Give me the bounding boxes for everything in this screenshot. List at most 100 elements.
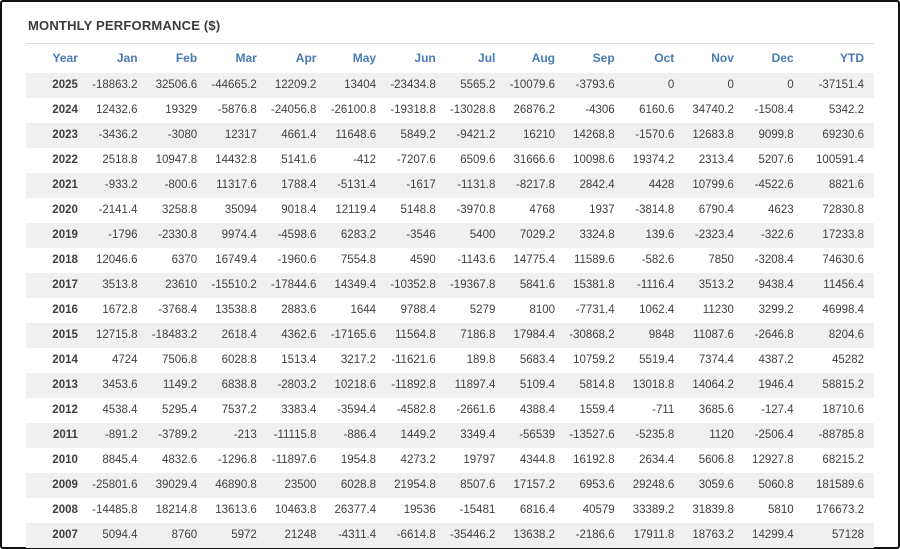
- cell-sep: 6953.6: [565, 472, 625, 498]
- cell-jan: 5094.4: [87, 522, 148, 548]
- table-row: 2009 -25801.6 39029.4 46890.8 23500 6028.8 219…: [26, 472, 874, 498]
- cell-aug: 5683.4: [505, 347, 566, 373]
- cell-jan: -14485.8: [87, 497, 148, 523]
- cell-aug: -8217.8: [505, 172, 566, 198]
- cell-feb: -2330.8: [147, 222, 208, 248]
- cell-oct: 4428: [624, 172, 685, 198]
- cell-sep: 1559.4: [565, 397, 625, 423]
- cell-nov: 1120: [684, 422, 744, 448]
- column-header-aug: Aug: [505, 43, 566, 73]
- cell-feb: 32506.6: [147, 72, 208, 98]
- cell-aug: 17984.4: [505, 322, 566, 348]
- cell-jun: 9788.4: [386, 297, 446, 323]
- year-cell: 2018: [26, 247, 88, 273]
- cell-apr: 12209.2: [266, 72, 327, 98]
- cell-sep: 1937: [565, 197, 625, 223]
- cell-feb: 39029.4: [147, 472, 208, 498]
- cell-nov: 7374.4: [684, 347, 744, 373]
- cell-may: 10218.6: [326, 372, 387, 398]
- cell-ytd: 58815.2: [803, 372, 874, 398]
- cell-jul: 6509.6: [445, 147, 506, 173]
- cell-apr: 1788.4: [266, 172, 327, 198]
- cell-apr: -24056.8: [266, 97, 327, 123]
- table-row: 2015 12715.8 -18483.2 2618.4 4362.6 -17165.6 1…: [26, 322, 874, 348]
- cell-nov: 0: [684, 72, 744, 98]
- cell-jul: -19367.8: [445, 272, 506, 298]
- cell-apr: 2883.6: [266, 297, 327, 323]
- cell-jun: -3546: [386, 222, 446, 248]
- table-row: 2024 12432.6 19329 -5876.8 -24056.8 -26100.8-…: [26, 97, 874, 123]
- cell-dec: 4387.2: [743, 347, 804, 373]
- cell-jul: -2661.6: [445, 397, 506, 423]
- cell-may: -5131.4: [326, 172, 387, 198]
- cell-ytd: 8821.6: [803, 172, 874, 198]
- table-body: 2025 -18863.2 32506.6 -44665.2 12209.2 13404-…: [26, 72, 874, 548]
- column-header-jan: Jan: [87, 43, 148, 73]
- cell-jun: -1617: [386, 172, 446, 198]
- cell-mar: -213: [207, 422, 267, 448]
- cell-jul: -15481: [445, 497, 506, 523]
- cell-aug: 7029.2: [505, 222, 566, 248]
- table-row: 2021 -933.2 -800.6 11317.6 1788.4 -5131.4 -161…: [26, 172, 874, 198]
- cell-dec: 0: [743, 72, 804, 98]
- cell-feb: 19329: [147, 97, 208, 123]
- year-cell: 2015: [26, 322, 88, 348]
- cell-may: 11648.6: [326, 122, 387, 148]
- column-header-ytd: YTD: [803, 43, 874, 73]
- cell-nov: 3685.6: [684, 397, 744, 423]
- cell-ytd: 18710.6: [803, 397, 874, 423]
- cell-jun: -11892.8: [386, 372, 446, 398]
- cell-jun: 19536: [386, 497, 446, 523]
- cell-jul: 5565.2: [445, 72, 506, 98]
- cell-may: 1644: [326, 297, 387, 323]
- cell-sep: -2186.6: [565, 522, 625, 548]
- cell-feb: 23610: [147, 272, 208, 298]
- column-header-may: May: [326, 43, 387, 73]
- cell-jun: 5148.8: [386, 197, 446, 223]
- year-cell: 2012: [26, 397, 88, 423]
- cell-may: 6283.2: [326, 222, 387, 248]
- cell-ytd: 100591.4: [803, 147, 874, 173]
- cell-aug: 13638.2: [505, 522, 566, 548]
- year-cell: 2014: [26, 347, 88, 373]
- column-header-mar: Mar: [207, 43, 267, 73]
- cell-oct: 13018.8: [624, 372, 685, 398]
- cell-mar: 13613.6: [207, 497, 267, 523]
- cell-may: -886.4: [326, 422, 387, 448]
- cell-jul: 5400: [445, 222, 506, 248]
- cell-aug: 26876.2: [505, 97, 566, 123]
- column-header-feb: Feb: [147, 43, 208, 73]
- cell-mar: -1296.8: [207, 447, 267, 473]
- cell-jun: -19318.8: [386, 97, 446, 123]
- cell-ytd: 46998.4: [803, 297, 874, 323]
- cell-dec: -1508.4: [743, 97, 804, 123]
- cell-apr: 9018.4: [266, 197, 327, 223]
- cell-jul: 19797: [445, 447, 506, 473]
- cell-aug: 5841.6: [505, 272, 566, 298]
- cell-dec: 9099.8: [743, 122, 804, 148]
- cell-sep: 16192.8: [565, 447, 625, 473]
- cell-oct: 139.6: [624, 222, 685, 248]
- cell-jul: -3970.8: [445, 197, 506, 223]
- cell-jun: -23434.8: [386, 72, 446, 98]
- cell-feb: 18214.8: [147, 497, 208, 523]
- cell-sep: -4306: [565, 97, 625, 123]
- table-header-row: Year Jan Feb Mar Apr May Jun Jul Aug Sep Oct Nov Dec…: [26, 43, 874, 73]
- cell-jan: 12432.6: [87, 97, 148, 123]
- cell-oct: 17911.8: [624, 522, 685, 548]
- cell-nov: 10799.6: [684, 172, 744, 198]
- cell-dec: 5810: [743, 497, 804, 523]
- cell-oct: 6160.6: [624, 97, 685, 123]
- cell-aug: 4768: [505, 197, 566, 223]
- cell-jul: 7186.8: [445, 322, 506, 348]
- cell-jan: 4724: [87, 347, 148, 373]
- cell-feb: 10947.8: [147, 147, 208, 173]
- cell-jan: -2141.4: [87, 197, 148, 223]
- cell-jun: 4590: [386, 247, 446, 273]
- cell-mar: 7537.2: [207, 397, 267, 423]
- cell-apr: 1513.4: [266, 347, 327, 373]
- cell-jun: 21954.8: [386, 472, 446, 498]
- cell-jun: -10352.8: [386, 272, 446, 298]
- cell-feb: 6370: [147, 247, 208, 273]
